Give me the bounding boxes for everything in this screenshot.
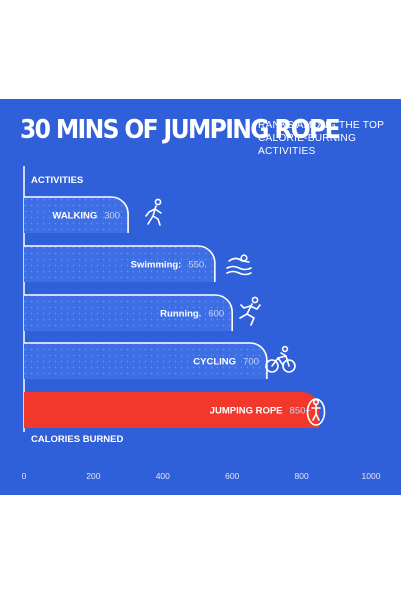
category-label-walking: WALKING: [52, 211, 97, 222]
subheadline: RANKS AMONG THE TOP CALORIE-BURNING ACTI…: [258, 120, 384, 157]
bar-outline: [24, 294, 233, 331]
x-tick-label-400: 400: [156, 471, 170, 481]
category-label-jumping-rope: JUMPING ROPE: [210, 406, 283, 417]
bar-outline: [24, 196, 129, 233]
cycling-icon: [265, 345, 296, 373]
x-tick-label-800: 800: [295, 471, 309, 481]
bar-running: 600 Running.: [24, 294, 233, 331]
bar-dot-texture: [24, 343, 267, 379]
bar-fill: [24, 392, 319, 428]
data-label-swimming: 550.: [188, 260, 207, 271]
x-tick-label-1000: 1000: [362, 471, 381, 481]
x-tick-label-200: 200: [86, 471, 100, 481]
x-tick-label-600: 600: [225, 471, 239, 481]
bar-dot-texture: [24, 295, 233, 331]
bar-outline: [24, 245, 216, 282]
bar-cycling: 700 CYCLING: [24, 342, 268, 379]
bar-jumping-rope: 850+ JUMPING ROPE: [24, 392, 319, 428]
headline: 30 MINS OF JUMPING ROPE: [20, 115, 341, 145]
bar-outline: [24, 342, 268, 379]
x-tick-label-0: 0: [22, 471, 27, 481]
jumping-rope-icon: [306, 398, 326, 426]
bar-walking: 300 WALKING: [24, 196, 129, 233]
bar-swimming: 550. Swimming:: [24, 245, 216, 282]
bar-dot-texture: [24, 246, 215, 282]
data-label-jumping-rope: 850+: [290, 406, 312, 417]
data-label-walking: 300: [104, 211, 120, 222]
category-label-running: Running.: [160, 309, 201, 320]
data-label-running: 600: [208, 309, 224, 320]
running-icon: [239, 296, 261, 326]
bar-dot-texture: [24, 197, 129, 233]
x-axis-label: CALORIES BURNED: [31, 434, 124, 445]
data-label-cycling: 700: [243, 357, 259, 368]
y-axis-label: ACTIVITIES: [31, 175, 83, 186]
swimming-icon: [226, 254, 252, 276]
walking-icon: [145, 198, 162, 226]
category-label-cycling: CYCLING: [193, 357, 236, 368]
category-label-swimming: Swimming:: [131, 260, 182, 271]
